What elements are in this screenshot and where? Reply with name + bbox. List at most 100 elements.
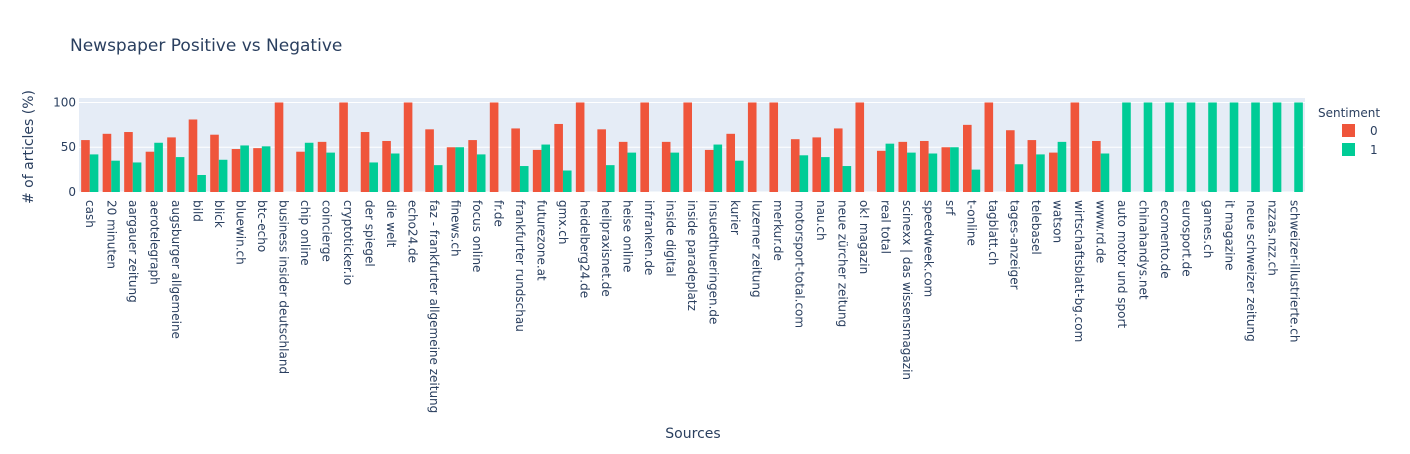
bar-1-1[interactable] [111,160,120,192]
bar-1-48[interactable] [1122,102,1131,192]
bar-1-20[interactable] [519,166,529,192]
bar-0-28[interactable] [683,102,692,192]
bar-1-17[interactable] [455,147,464,192]
bar-1-3[interactable] [154,142,163,192]
bar-0-16[interactable] [425,129,434,192]
bar-1-13[interactable] [369,162,378,192]
bar-1-18[interactable] [476,154,486,192]
bar-0-15[interactable] [403,102,413,192]
bar-1-16[interactable] [433,165,443,192]
bar-1-7[interactable] [240,145,249,192]
bar-1-35[interactable] [842,166,852,192]
bar-0-21[interactable] [532,149,542,192]
bar-0-12[interactable] [339,102,348,192]
bar-0-29[interactable] [704,149,714,192]
bar-0-4[interactable] [167,137,176,192]
bar-1-50[interactable] [1165,102,1174,192]
bar-0-24[interactable] [597,129,606,192]
bar-0-20[interactable] [511,128,520,192]
bar-0-2[interactable] [124,132,133,192]
bar-1-22[interactable] [562,170,572,192]
bar-0-39[interactable] [919,140,929,192]
bar-1-5[interactable] [197,174,206,192]
bar-1-49[interactable] [1143,102,1153,192]
bar-1-4[interactable] [175,157,185,192]
bar-0-6[interactable] [210,134,219,192]
bar-1-53[interactable] [1229,102,1239,192]
bar-0-34[interactable] [812,137,822,192]
bar-1-51[interactable] [1186,102,1196,192]
bar-0-45[interactable] [1049,152,1058,192]
bar-0-46[interactable] [1070,102,1080,192]
bar-0-25[interactable] [618,141,628,192]
bar-0-19[interactable] [489,102,499,192]
bar-0-7[interactable] [231,149,241,192]
bar-0-31[interactable] [747,102,757,192]
legend-label-1[interactable]: 1 [1370,143,1378,157]
bar-1-44[interactable] [1036,154,1045,192]
bar-0-13[interactable] [360,132,370,192]
bar-0-35[interactable] [833,128,843,192]
bar-1-8[interactable] [261,146,271,192]
bar-1-0[interactable] [89,154,99,192]
bar-0-14[interactable] [382,140,391,192]
bar-0-3[interactable] [145,151,155,192]
bar-1-37[interactable] [885,143,895,192]
bar-0-43[interactable] [1006,130,1015,192]
x-tick-label: infranken.de [642,200,656,275]
bar-0-17[interactable] [446,147,456,192]
bar-1-56[interactable] [1294,102,1303,192]
bar-1-21[interactable] [541,144,551,192]
bar-0-5[interactable] [188,119,198,192]
legend-swatch-0[interactable] [1342,124,1355,137]
bar-0-44[interactable] [1027,140,1037,192]
bar-0-22[interactable] [554,123,563,192]
bar-0-23[interactable] [575,102,585,192]
bar-1-24[interactable] [605,165,615,192]
bar-0-1[interactable] [102,133,112,192]
bar-1-41[interactable] [971,169,981,192]
bar-0-9[interactable] [274,102,284,192]
bar-1-38[interactable] [907,152,916,192]
bar-0-32[interactable] [769,102,779,192]
bar-0-30[interactable] [726,133,736,192]
x-tick-label: ok! magazin [857,200,871,274]
bar-1-27[interactable] [670,152,680,192]
bar-0-0[interactable] [81,140,90,192]
bar-1-29[interactable] [713,144,723,192]
bar-1-34[interactable] [821,157,830,192]
bar-0-26[interactable] [640,102,649,192]
bar-1-11[interactable] [326,152,335,192]
bar-1-14[interactable] [390,153,400,193]
bar-0-41[interactable] [963,124,972,192]
bar-0-47[interactable] [1092,140,1101,192]
bar-0-38[interactable] [898,141,908,192]
bar-1-25[interactable] [627,152,637,192]
legend-label-0[interactable]: 0 [1370,124,1378,138]
bar-0-10[interactable] [296,151,305,192]
bar-0-37[interactable] [876,150,886,192]
bar-0-33[interactable] [790,139,800,192]
bar-0-11[interactable] [317,141,327,192]
bar-0-27[interactable] [661,141,671,192]
bar-0-18[interactable] [468,140,477,192]
legend-swatch-1[interactable] [1342,143,1355,156]
bar-1-52[interactable] [1208,102,1217,192]
bar-1-33[interactable] [799,155,809,192]
bar-1-30[interactable] [735,160,744,192]
bar-1-6[interactable] [218,159,228,192]
bar-0-8[interactable] [253,148,262,192]
bar-1-10[interactable] [304,142,314,192]
bar-1-2[interactable] [132,162,142,192]
x-tick-label: nau.ch [814,200,828,241]
bar-1-55[interactable] [1272,102,1282,192]
bar-1-39[interactable] [928,153,938,193]
bar-0-42[interactable] [984,102,994,192]
bar-1-43[interactable] [1014,164,1024,192]
bar-0-40[interactable] [941,147,951,192]
bar-0-36[interactable] [855,102,865,192]
bar-1-54[interactable] [1251,102,1260,192]
bar-1-40[interactable] [950,147,959,192]
bar-1-45[interactable] [1057,141,1067,192]
bar-1-47[interactable] [1100,153,1110,193]
